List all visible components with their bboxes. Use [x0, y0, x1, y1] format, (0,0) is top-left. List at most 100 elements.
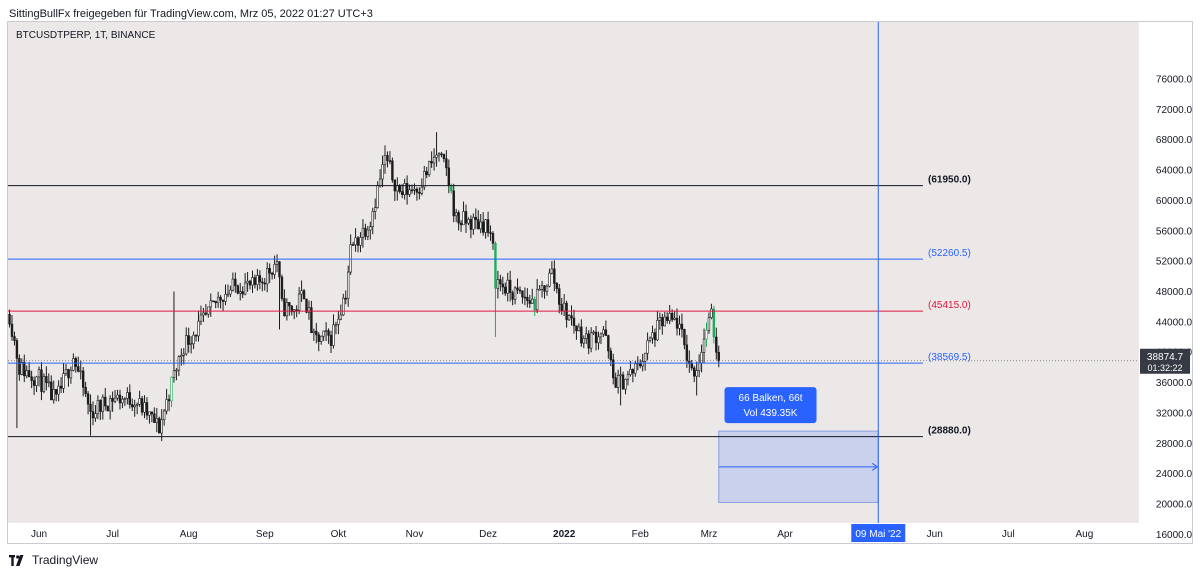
candle-body — [62, 373, 65, 389]
candle-body — [499, 279, 502, 285]
price-tick: 72000.0 — [1156, 105, 1192, 116]
bar-countdown: 01:32:22 — [1147, 363, 1182, 373]
candle-body — [185, 335, 188, 355]
candle-body — [126, 392, 129, 399]
candle-body — [675, 317, 679, 329]
candle-body — [592, 331, 595, 334]
candle-body — [52, 389, 55, 401]
candle-body — [278, 261, 281, 278]
candle-body — [104, 396, 107, 407]
candle-body — [165, 399, 168, 412]
candle-body — [415, 188, 419, 193]
candle-body — [717, 351, 720, 362]
candle-body — [158, 418, 161, 434]
price-tick: 56000.0 — [1156, 226, 1192, 237]
candle-body — [496, 279, 500, 289]
candle-body — [273, 264, 276, 275]
candle-body — [89, 403, 92, 412]
candle-body — [562, 302, 566, 312]
candle-body — [231, 278, 235, 291]
candle-body — [673, 317, 676, 320]
candle-body — [585, 333, 588, 339]
candle-body — [504, 286, 507, 294]
candle-body — [425, 171, 428, 176]
candle-body — [543, 285, 546, 292]
level-label: (61950.0) — [928, 175, 971, 186]
candle-body — [236, 285, 239, 294]
measure-tooltip — [724, 387, 817, 424]
candle-body — [77, 366, 80, 372]
candle-body — [646, 340, 649, 354]
candle-body — [108, 398, 112, 412]
candle-body — [518, 289, 522, 292]
time-tick: Jul — [106, 529, 119, 540]
candle-body — [42, 376, 46, 392]
candle-body — [15, 340, 19, 359]
chart-frame[interactable]: 76000.0 72000.0 68000.0 64000.0 60000.0 56000… — [7, 21, 1193, 544]
candle-body — [47, 381, 51, 384]
candle-body — [337, 318, 340, 325]
candle-body — [506, 279, 509, 294]
candle-body — [597, 336, 600, 344]
candle-body — [386, 155, 389, 161]
price-tick: 16000.0 — [1156, 530, 1192, 541]
candle-body — [508, 279, 512, 293]
candle-body — [339, 314, 343, 320]
candle-body — [128, 392, 131, 405]
price-tick: 36000.0 — [1156, 378, 1192, 389]
candle-body — [462, 211, 465, 226]
measure-bars-label: 66 Balken, 66t — [739, 393, 803, 404]
candle-body — [715, 336, 718, 353]
candle-body — [634, 363, 637, 374]
candle-body — [670, 313, 674, 320]
candle-body — [712, 308, 716, 338]
candle-body — [391, 160, 394, 181]
time-tick: Sep — [256, 529, 274, 540]
candle-body — [513, 287, 517, 300]
candle-body — [275, 261, 279, 265]
candle-body — [140, 398, 144, 413]
candle-body — [256, 275, 259, 285]
candle-body — [50, 381, 53, 401]
candle-body — [511, 292, 514, 300]
footer-brand: TradingView — [32, 553, 99, 567]
candle-body — [695, 370, 698, 377]
candle-body — [243, 282, 247, 295]
price-tick: 64000.0 — [1156, 166, 1192, 177]
candle-body — [160, 419, 163, 434]
candle-body — [469, 219, 473, 230]
level-label: (45415.0) — [928, 300, 971, 311]
candle-body — [192, 334, 195, 345]
candle-body — [283, 298, 286, 317]
candle-body — [133, 404, 136, 408]
candle-body — [572, 317, 576, 327]
last-price-value: 38874.7 — [1147, 352, 1184, 363]
candle-body — [155, 418, 158, 423]
candle-body — [23, 362, 26, 377]
candle-body — [450, 184, 453, 192]
candle-body — [138, 398, 141, 405]
candle-body — [533, 298, 536, 311]
candle-body — [481, 221, 485, 233]
candle-body — [602, 329, 605, 335]
candle-body — [648, 337, 652, 341]
time-tick: Nov — [406, 529, 424, 540]
price-tick: 44000.0 — [1156, 317, 1192, 328]
candle-body — [310, 307, 313, 334]
candle-body — [86, 393, 90, 405]
candle-body — [567, 315, 571, 321]
time-tick: Mrz — [701, 529, 718, 540]
candle-body — [464, 211, 468, 224]
candle-body — [523, 296, 527, 299]
candle-body — [116, 394, 119, 399]
time-axis: Jun Jul Aug Sep Okt Nov Dez 2022 Feb Mrz Apr Jun Jul… — [31, 529, 1093, 540]
candlestick-chart[interactable]: 76000.0 72000.0 68000.0 64000.0 60000.0 56000… — [8, 22, 1193, 543]
time-tick: Okt — [331, 529, 347, 540]
candle-body — [356, 237, 360, 246]
candle-body — [37, 369, 41, 378]
candle-body — [690, 363, 693, 369]
candle-body — [121, 398, 124, 404]
candle-body — [609, 350, 612, 361]
candle-body — [25, 370, 28, 377]
candle-body — [666, 316, 669, 321]
